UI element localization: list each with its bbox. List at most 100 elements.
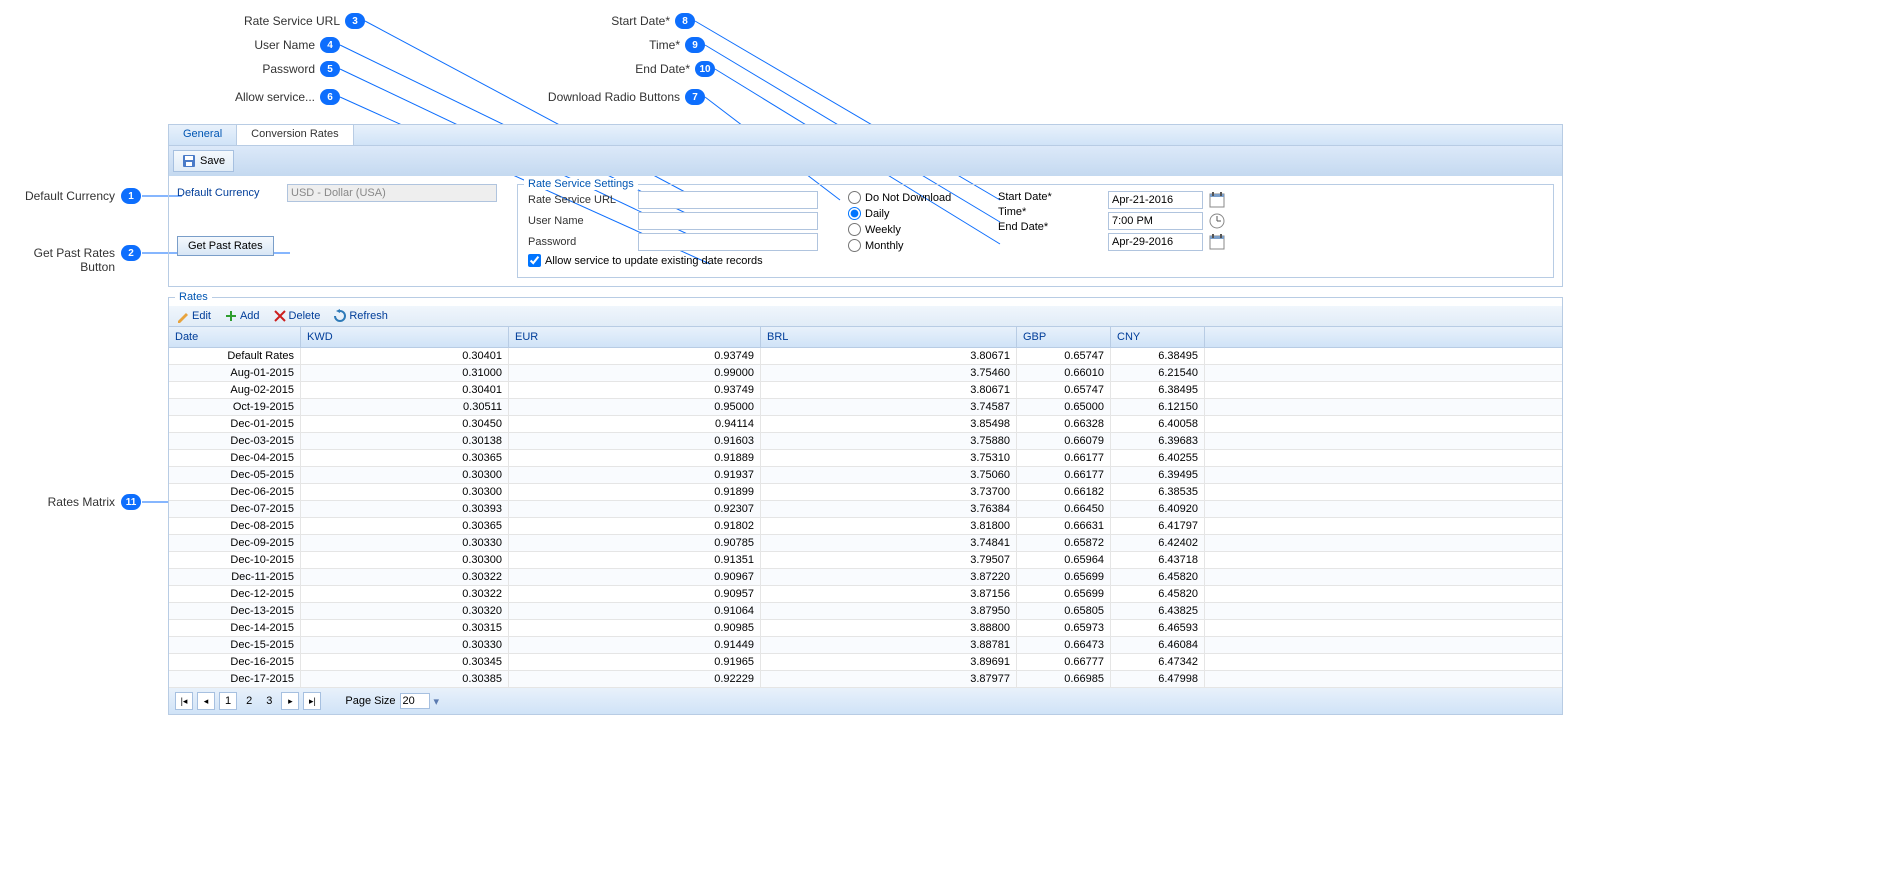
tab-general[interactable]: General xyxy=(169,125,237,145)
callout-label-9: Time* xyxy=(560,38,680,52)
tab-conversion-rates[interactable]: Conversion Rates xyxy=(237,125,353,145)
cell-brl: 3.75880 xyxy=(761,433,1017,449)
table-row[interactable]: Dec-16-20150.303450.919653.896910.667776… xyxy=(169,654,1562,671)
cell-eur: 0.92229 xyxy=(509,671,761,687)
user-name-input[interactable] xyxy=(638,212,818,230)
default-currency-input[interactable] xyxy=(287,184,497,202)
pager-next[interactable]: ▸ xyxy=(281,692,299,710)
cell-gbp: 0.66010 xyxy=(1017,365,1111,381)
calendar-icon[interactable] xyxy=(1209,234,1225,250)
cell-cny: 6.46084 xyxy=(1111,637,1205,653)
cell-gbp: 0.65699 xyxy=(1017,586,1111,602)
table-row[interactable]: Dec-13-20150.303200.910643.879500.658056… xyxy=(169,603,1562,620)
cell-gbp: 0.66450 xyxy=(1017,501,1111,517)
pager-last[interactable]: ▸| xyxy=(303,692,321,710)
table-row[interactable]: Aug-01-20150.310000.990003.754600.660106… xyxy=(169,365,1562,382)
table-row[interactable]: Dec-09-20150.303300.907853.748410.658726… xyxy=(169,535,1562,552)
get-past-rates-button[interactable]: Get Past Rates xyxy=(177,236,274,256)
table-row[interactable]: Dec-12-20150.303220.909573.871560.656996… xyxy=(169,586,1562,603)
table-row[interactable]: Dec-17-20150.303850.922293.879770.669856… xyxy=(169,671,1562,688)
radio-weekly-label: Weekly xyxy=(865,224,901,236)
callout-label-7: Download Radio Buttons xyxy=(500,90,680,104)
cell-kwd: 0.30300 xyxy=(301,467,509,483)
table-row[interactable]: Dec-05-20150.303000.919373.750600.661776… xyxy=(169,467,1562,484)
cell-brl: 3.79507 xyxy=(761,552,1017,568)
table-row[interactable]: Dec-07-20150.303930.923073.763840.664506… xyxy=(169,501,1562,518)
col-header-eur[interactable]: EUR xyxy=(509,327,761,347)
pager-prev[interactable]: ◂ xyxy=(197,692,215,710)
table-row[interactable]: Dec-01-20150.304500.941143.854980.663286… xyxy=(169,416,1562,433)
pager-page-3[interactable]: 3 xyxy=(261,693,277,709)
password-input[interactable] xyxy=(638,233,818,251)
table-row[interactable]: Dec-14-20150.303150.909853.888000.659736… xyxy=(169,620,1562,637)
default-currency-label: Default Currency xyxy=(177,187,287,199)
add-button[interactable]: Add xyxy=(225,310,260,322)
col-header-cny[interactable]: CNY xyxy=(1111,327,1205,347)
cell-eur: 0.99000 xyxy=(509,365,761,381)
refresh-button[interactable]: Refresh xyxy=(334,310,388,322)
table-row[interactable]: Dec-06-20150.303000.918993.737000.661826… xyxy=(169,484,1562,501)
cell-brl: 3.75060 xyxy=(761,467,1017,483)
clock-icon[interactable] xyxy=(1209,213,1225,229)
rate-service-settings-fieldset: Rate Service Settings Rate Service URL U… xyxy=(517,184,1554,278)
callout-label-6: Allow service... xyxy=(180,90,315,104)
cell-kwd: 0.30365 xyxy=(301,450,509,466)
cell-kwd: 0.30385 xyxy=(301,671,509,687)
cell-gbp: 0.66177 xyxy=(1017,450,1111,466)
calendar-icon[interactable] xyxy=(1209,192,1225,208)
cell-kwd: 0.30315 xyxy=(301,620,509,636)
table-row[interactable]: Dec-11-20150.303220.909673.872200.656996… xyxy=(169,569,1562,586)
col-header-brl[interactable]: BRL xyxy=(761,327,1017,347)
cell-date: Dec-09-2015 xyxy=(169,535,301,551)
delete-button[interactable]: Delete xyxy=(274,310,321,322)
cell-cny: 6.43825 xyxy=(1111,603,1205,619)
save-button[interactable]: Save xyxy=(173,150,234,172)
add-label: Add xyxy=(240,310,260,322)
cell-gbp: 0.66177 xyxy=(1017,467,1111,483)
cell-cny: 6.39683 xyxy=(1111,433,1205,449)
table-row[interactable]: Dec-10-20150.303000.913513.795070.659646… xyxy=(169,552,1562,569)
cell-gbp: 0.65747 xyxy=(1017,382,1111,398)
table-row[interactable]: Dec-04-20150.303650.918893.753100.661776… xyxy=(169,450,1562,467)
cell-cny: 6.38535 xyxy=(1111,484,1205,500)
radio-monthly[interactable] xyxy=(848,239,861,252)
rate-service-url-input[interactable] xyxy=(638,191,818,209)
col-header-date[interactable]: Date xyxy=(169,327,301,347)
refresh-icon xyxy=(334,310,346,322)
allow-service-checkbox[interactable] xyxy=(528,254,541,267)
callout-label-4: User Name xyxy=(180,38,315,52)
table-row[interactable]: Dec-08-20150.303650.918023.818000.666316… xyxy=(169,518,1562,535)
radio-weekly[interactable] xyxy=(848,223,861,236)
cell-cny: 6.43718 xyxy=(1111,552,1205,568)
cell-brl: 3.85498 xyxy=(761,416,1017,432)
pager-first[interactable]: |◂ xyxy=(175,692,193,710)
table-row[interactable]: Oct-19-20150.305110.950003.745870.650006… xyxy=(169,399,1562,416)
cell-eur: 0.91965 xyxy=(509,654,761,670)
cell-gbp: 0.65872 xyxy=(1017,535,1111,551)
time-input[interactable] xyxy=(1108,212,1203,230)
callout-label-3: Rate Service URL xyxy=(180,14,340,28)
start-date-input[interactable] xyxy=(1108,191,1203,209)
radio-daily[interactable] xyxy=(848,207,861,220)
left-column: Default Currency Get Past Rates xyxy=(177,184,497,256)
cell-gbp: 0.66473 xyxy=(1017,637,1111,653)
end-date-input[interactable] xyxy=(1108,233,1203,251)
pager-page-2[interactable]: 2 xyxy=(241,693,257,709)
dropdown-icon[interactable]: ▾ xyxy=(434,695,440,708)
cell-cny: 6.47998 xyxy=(1111,671,1205,687)
table-row[interactable]: Default Rates0.304010.937493.806710.6574… xyxy=(169,348,1562,365)
cell-cny: 6.40255 xyxy=(1111,450,1205,466)
col-header-gbp[interactable]: GBP xyxy=(1017,327,1111,347)
pager-page-1[interactable]: 1 xyxy=(219,692,237,710)
radio-do-not-download[interactable] xyxy=(848,191,861,204)
edit-label: Edit xyxy=(192,310,211,322)
table-row[interactable]: Dec-15-20150.303300.914493.887810.664736… xyxy=(169,637,1562,654)
col-header-kwd[interactable]: KWD xyxy=(301,327,509,347)
table-row[interactable]: Aug-02-20150.304010.937493.806710.657476… xyxy=(169,382,1562,399)
page-size-input[interactable] xyxy=(400,693,430,709)
table-row[interactable]: Dec-03-20150.301380.916033.758800.660796… xyxy=(169,433,1562,450)
edit-button[interactable]: Edit xyxy=(177,310,211,322)
cell-date: Dec-03-2015 xyxy=(169,433,301,449)
callout-badge-5: 5 xyxy=(320,61,340,77)
cell-gbp: 0.66328 xyxy=(1017,416,1111,432)
